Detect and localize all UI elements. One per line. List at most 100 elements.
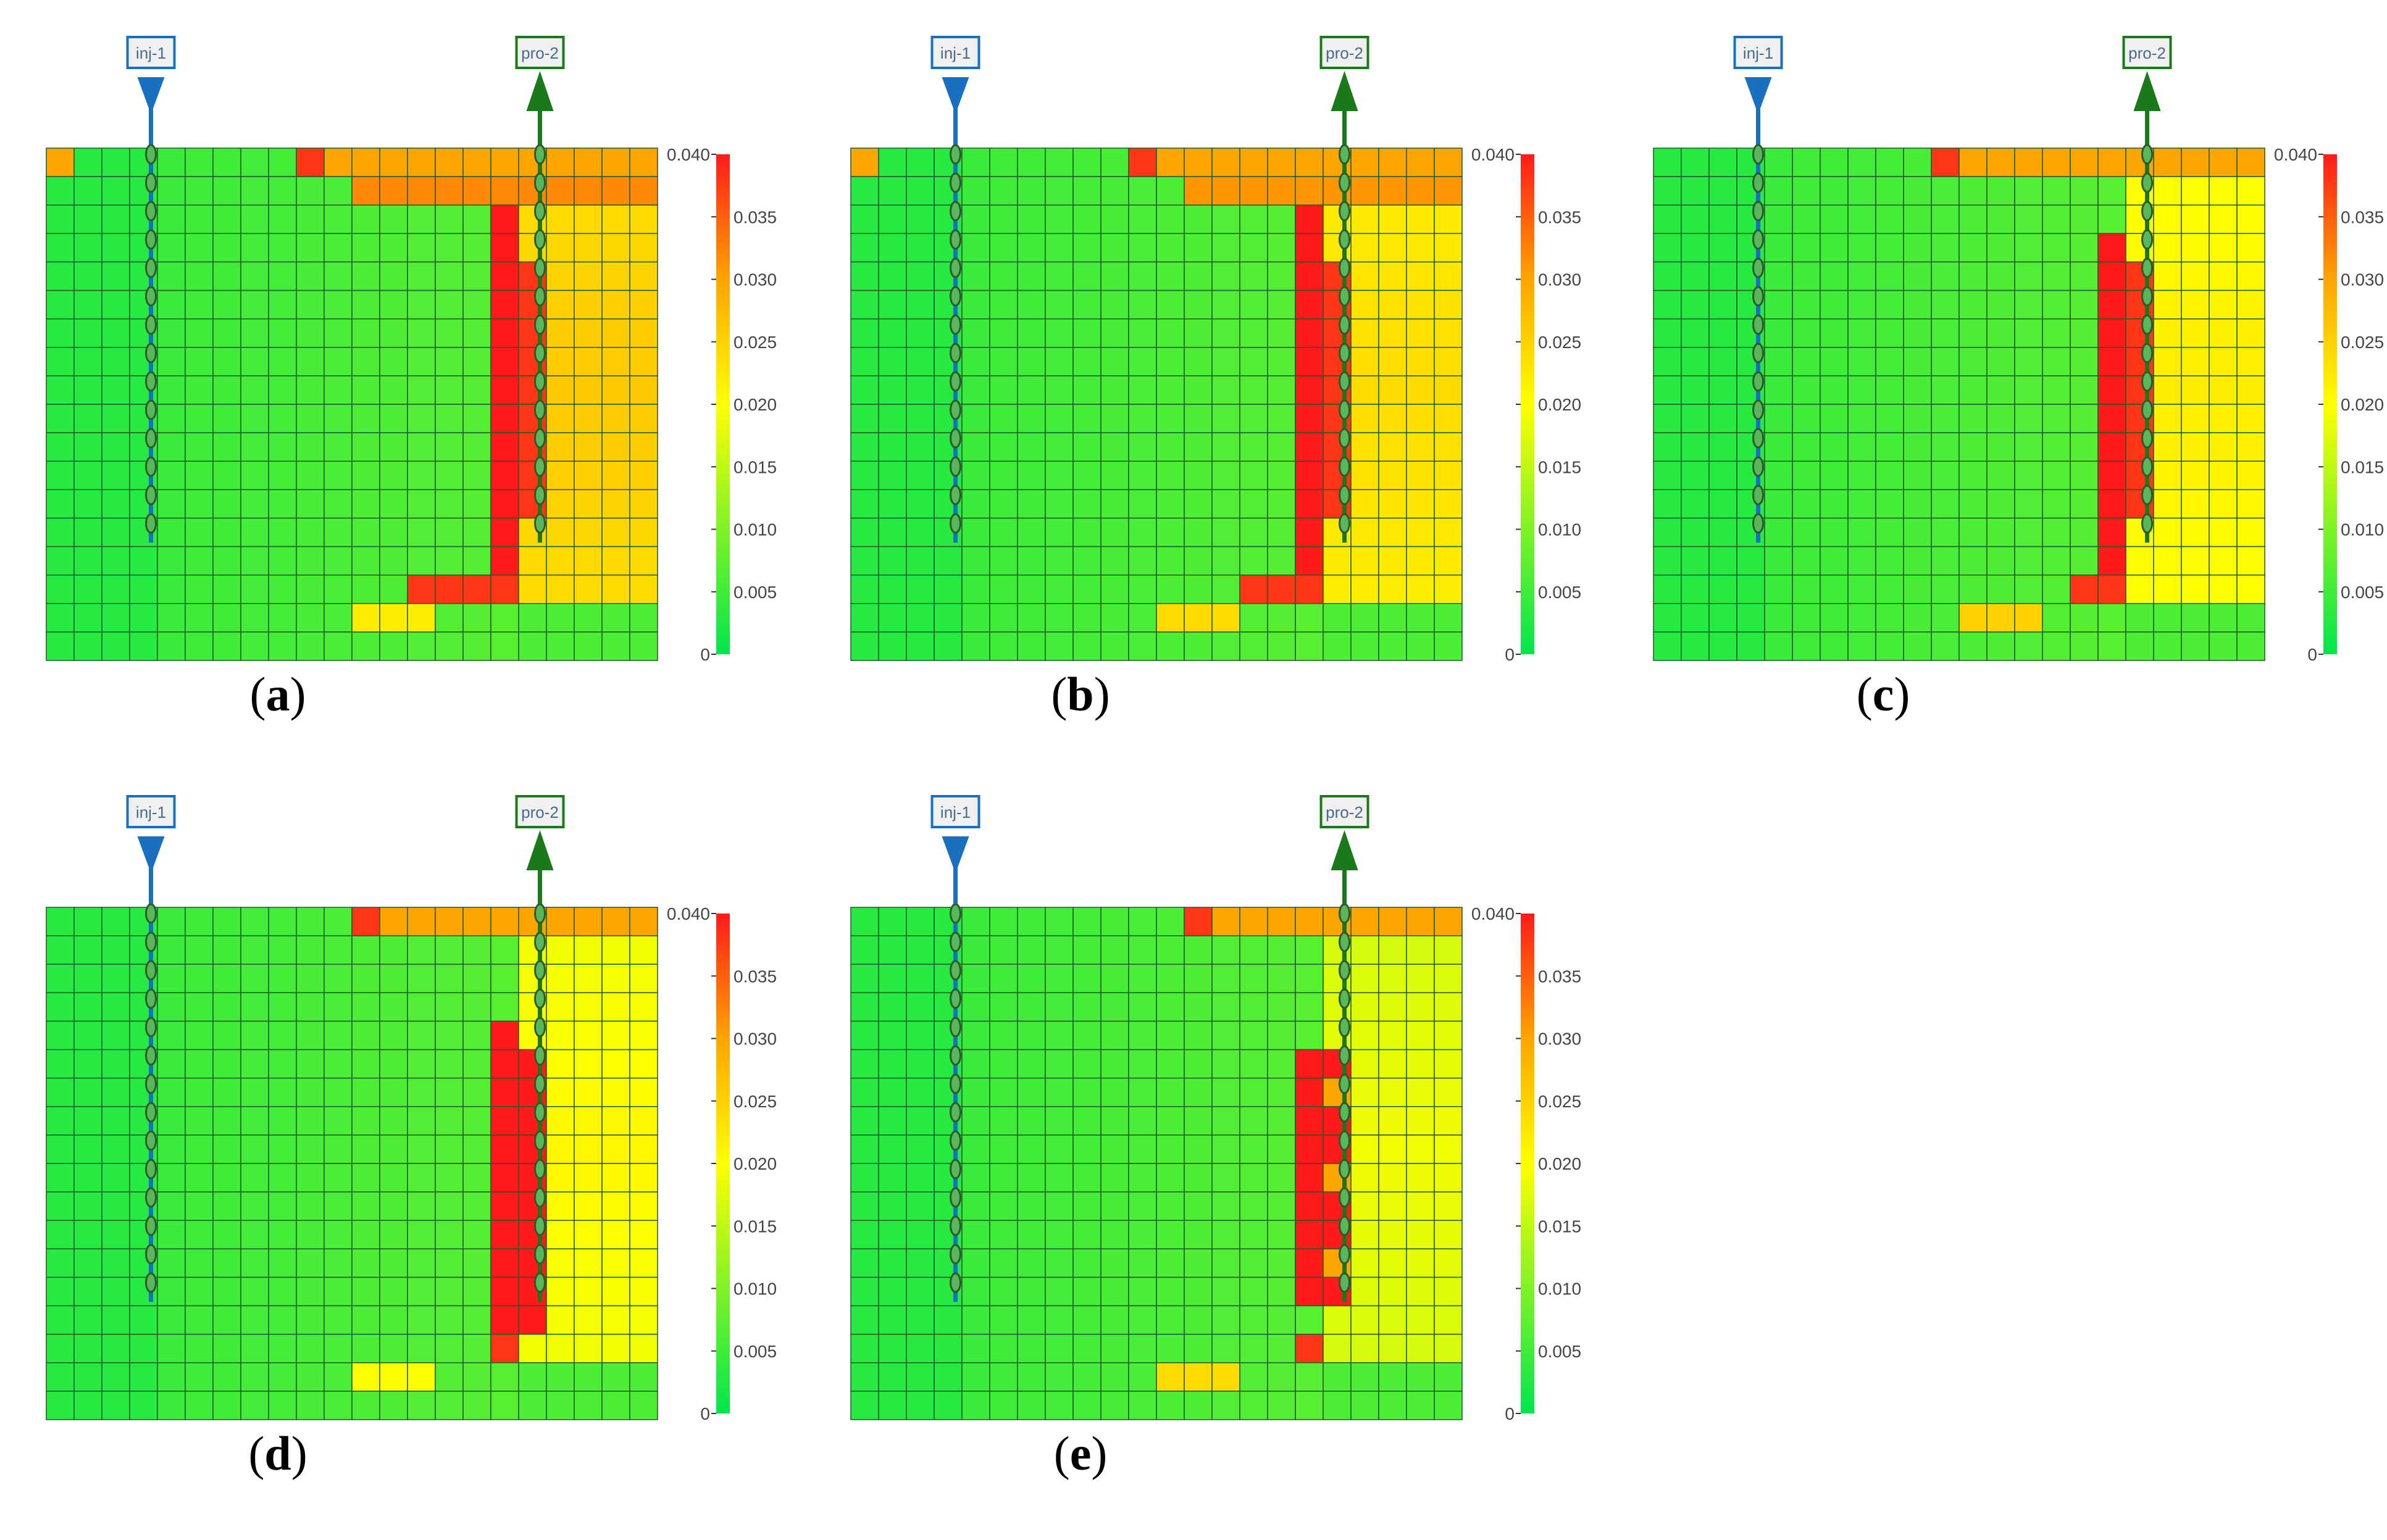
- heatmap-cell: [989, 603, 1018, 633]
- heatmap-cell: [1708, 546, 1737, 576]
- heatmap-cell: [351, 404, 380, 433]
- heatmap-cell: [850, 907, 879, 936]
- heatmap-cell: [2236, 574, 2265, 604]
- heatmap-cell: [101, 1020, 130, 1051]
- heatmap-cell: [185, 517, 214, 547]
- heatmap-cell: [961, 907, 990, 936]
- heatmap-cell: [1045, 489, 1074, 519]
- heatmap-cell: [1072, 404, 1102, 433]
- heatmap-cell: [546, 992, 575, 1022]
- heatmap-cell: [1903, 176, 1932, 206]
- heatmap-cell: [185, 546, 214, 576]
- heatmap-cell: [1156, 375, 1185, 405]
- heatmap-cell: [1764, 204, 1793, 235]
- heatmap-cell: [1434, 204, 1463, 235]
- panel-caption: (d): [248, 1426, 307, 1480]
- heatmap-cell: [185, 1049, 214, 1079]
- heatmap-cell: [1267, 1276, 1296, 1307]
- heatmap-cell: [1406, 1333, 1435, 1363]
- heatmap-cell: [574, 1362, 603, 1392]
- heatmap-cell: [435, 1134, 464, 1164]
- heatmap-cell: [1017, 261, 1046, 291]
- heatmap-cell: [961, 964, 990, 994]
- heatmap-cell: [462, 603, 491, 633]
- heatmap-cell: [1434, 261, 1463, 291]
- heatmap-cell: [46, 1305, 75, 1335]
- heatmap-cell: [324, 1305, 353, 1335]
- injector-well-arrow-icon: [1744, 77, 1772, 114]
- heatmap-cell: [546, 1391, 575, 1420]
- heatmap-cell: [296, 574, 325, 604]
- heatmap-cell: [490, 1276, 519, 1307]
- heatmap-cell: [1295, 1362, 1324, 1392]
- heatmap-cell: [1847, 404, 1876, 433]
- producer-well-perforation: [534, 1187, 546, 1208]
- heatmap-cell: [1184, 1020, 1213, 1051]
- heatmap-cell: [1128, 148, 1157, 177]
- heatmap-cell: [1350, 517, 1379, 547]
- heatmap-cell: [1434, 347, 1463, 377]
- heatmap-cell: [46, 964, 75, 994]
- heatmap-cell: [268, 460, 297, 491]
- heatmap-cell: [1792, 289, 1821, 320]
- heatmap-cell: [240, 460, 269, 491]
- heatmap-cell: [1434, 964, 1463, 994]
- heatmap-cell: [1128, 1248, 1157, 1278]
- heatmap-cell: [212, 318, 241, 348]
- heatmap-cell: [546, 489, 575, 519]
- heatmap-cell: [157, 1220, 186, 1250]
- heatmap-cell: [546, 1134, 575, 1164]
- heatmap-cell: [1267, 176, 1296, 206]
- heatmap-cell: [1708, 204, 1737, 235]
- producer-well-perforation: [534, 428, 546, 449]
- heatmap-cell: [1184, 546, 1213, 576]
- heatmap-cell: [1792, 375, 1821, 405]
- heatmap-cell: [1045, 1362, 1074, 1392]
- heatmap-cell: [1653, 148, 1682, 177]
- heatmap-cell: [1017, 935, 1046, 965]
- heatmap-cell: [1820, 517, 1849, 547]
- heatmap-cell: [212, 1248, 241, 1278]
- colorbar-tick-label: 0.030: [734, 1030, 777, 1049]
- heatmap-cell: [1378, 1276, 1407, 1307]
- heatmap-cell: [1350, 1049, 1379, 1079]
- heatmap-cell: [1986, 404, 2015, 433]
- heatmap-cell: [601, 517, 630, 547]
- heatmap-cell: [989, 1163, 1018, 1192]
- heatmap-cell: [1100, 992, 1129, 1022]
- heatmap-cell: [1986, 546, 2015, 576]
- heatmap-cell: [490, 375, 519, 405]
- heatmap-cell: [296, 289, 325, 320]
- heatmap-panel-c: inj-1 pro-2 0.040 0.035 0.030 0.025 0.020 0.015…: [1653, 36, 2387, 722]
- heatmap-cell: [1128, 1163, 1157, 1192]
- heatmap-cell: [1764, 233, 1793, 263]
- heatmap-cell: [1128, 907, 1157, 936]
- heatmap-cell: [2236, 631, 2265, 661]
- heatmap-cell: [240, 261, 269, 291]
- colorbar-tick-label: 0.020: [1538, 395, 1581, 414]
- heatmap-cell: [878, 204, 907, 235]
- heatmap-cell: [1045, 432, 1074, 462]
- heatmap-cell: [46, 432, 75, 462]
- heatmap-cell: [2209, 176, 2238, 206]
- heatmap-cell: [1017, 907, 1046, 936]
- heatmap-cell: [296, 375, 325, 405]
- heatmap-cell: [2042, 574, 2071, 604]
- heatmap-cell: [1100, 1305, 1129, 1335]
- heatmap-cell: [46, 631, 75, 661]
- heatmap-cell: [2181, 289, 2210, 320]
- heatmap-cell: [1184, 233, 1213, 263]
- heatmap-cell: [1903, 631, 1932, 661]
- heatmap-cell: [878, 289, 907, 320]
- heatmap-cell: [906, 1333, 935, 1363]
- heatmap-cell: [212, 432, 241, 462]
- heatmap-cell: [1045, 148, 1074, 177]
- heatmap-cell: [129, 1305, 158, 1335]
- heatmap-cell: [1184, 204, 1213, 235]
- heatmap-cell: [351, 1163, 380, 1192]
- heatmap-cell: [1820, 460, 1849, 491]
- heatmap-cell: [101, 1305, 130, 1335]
- heatmap-cell: [2209, 404, 2238, 433]
- heatmap-cell: [906, 631, 935, 661]
- heatmap-cell: [1239, 489, 1268, 519]
